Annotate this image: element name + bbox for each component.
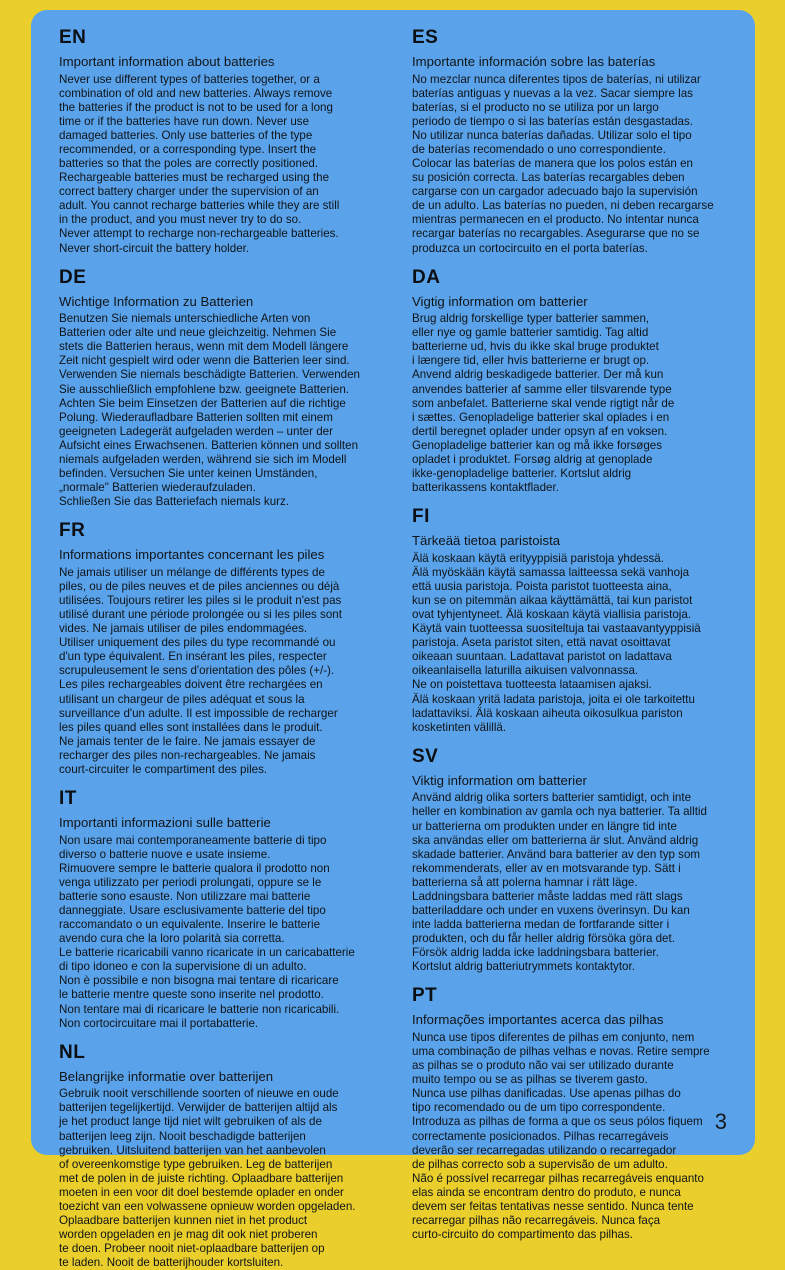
language-code: IT bbox=[59, 788, 77, 810]
section-heading: Importanti informazioni sulle batterie bbox=[59, 815, 271, 831]
section-heading: Wichtige Information zu Batterien bbox=[59, 293, 254, 309]
language-code: FI bbox=[412, 506, 430, 528]
section-heading: Viktig information om batterier bbox=[412, 772, 587, 788]
language-code: NL bbox=[59, 1041, 86, 1063]
language-code: EN bbox=[59, 27, 87, 48]
language-block-pt: PT Informações importantes acerca das pi… bbox=[412, 974, 727, 1242]
language-code: SV bbox=[412, 745, 439, 767]
section-heading: Tärkeää tietoa paristoista bbox=[412, 533, 561, 549]
language-block-de: DE Wichtige Information zu Batterien Ben… bbox=[59, 256, 374, 510]
language-block-fr: FR Informations importantes concernant l… bbox=[59, 509, 374, 777]
section-body: Använd aldrig olika sorters batterier sa… bbox=[412, 791, 707, 974]
section-body: Brug aldrig forskellige typer batterier … bbox=[412, 312, 675, 495]
section-heading: Informations importantes concernant les … bbox=[59, 547, 325, 563]
section-heading: Belangrijke informatie over batterijen bbox=[59, 1068, 274, 1084]
section-body: Ne jamais utiliser un mélange de différe… bbox=[59, 565, 342, 776]
section-body: Älä koskaan käytä erityyppisiä paristoja… bbox=[412, 551, 701, 734]
section-body: No mezclar nunca diferentes tipos de bat… bbox=[412, 72, 714, 255]
section-heading: Informações importantes acerca das pilha… bbox=[412, 1012, 664, 1028]
two-column-layout: EN Important information about batteries… bbox=[59, 28, 733, 1269]
section-body: Non usare mai contemporaneamente batteri… bbox=[59, 833, 355, 1030]
language-block-it: IT Importanti informazioni sulle batteri… bbox=[59, 777, 374, 1031]
section-heading: Important information about batteries bbox=[59, 54, 275, 69]
language-block-es: ES Importante información sobre las bate… bbox=[412, 28, 727, 256]
language-code: ES bbox=[412, 27, 439, 48]
section-heading: Importante información sobre las batería… bbox=[412, 54, 656, 69]
language-code: FR bbox=[59, 520, 86, 542]
page-number: 3 bbox=[714, 1109, 727, 1134]
language-block-en: EN Important information about batteries… bbox=[59, 28, 374, 256]
right-column: ES Importante información sobre las bate… bbox=[412, 28, 727, 1241]
language-block-fi: FI Tärkeää tietoa paristoista Älä koskaa… bbox=[412, 495, 727, 735]
language-code: DA bbox=[412, 266, 441, 288]
language-code: PT bbox=[412, 985, 438, 1007]
section-body: Never use different types of batteries t… bbox=[59, 72, 340, 255]
section-body: Benutzen Sie niemals unterschiedliche Ar… bbox=[59, 312, 360, 509]
language-block-sv: SV Viktig information om batterier Använ… bbox=[412, 735, 727, 975]
section-heading: Vigtig information om batterier bbox=[412, 293, 588, 309]
language-code: DE bbox=[59, 266, 87, 288]
language-block-da: DA Vigtig information om batterier Brug … bbox=[412, 256, 727, 496]
left-column: EN Important information about batteries… bbox=[59, 28, 374, 1269]
content-panel: EN Important information about batteries… bbox=[31, 10, 755, 1269]
document-page: EN Important information about batteries… bbox=[31, 10, 755, 1270]
section-body: Gebruik nooit verschillende soorten of n… bbox=[59, 1087, 356, 1270]
language-block-nl: NL Belangrijke informatie over batterije… bbox=[59, 1031, 374, 1270]
section-body: Nunca use tipos diferentes de pilhas em … bbox=[412, 1030, 710, 1242]
